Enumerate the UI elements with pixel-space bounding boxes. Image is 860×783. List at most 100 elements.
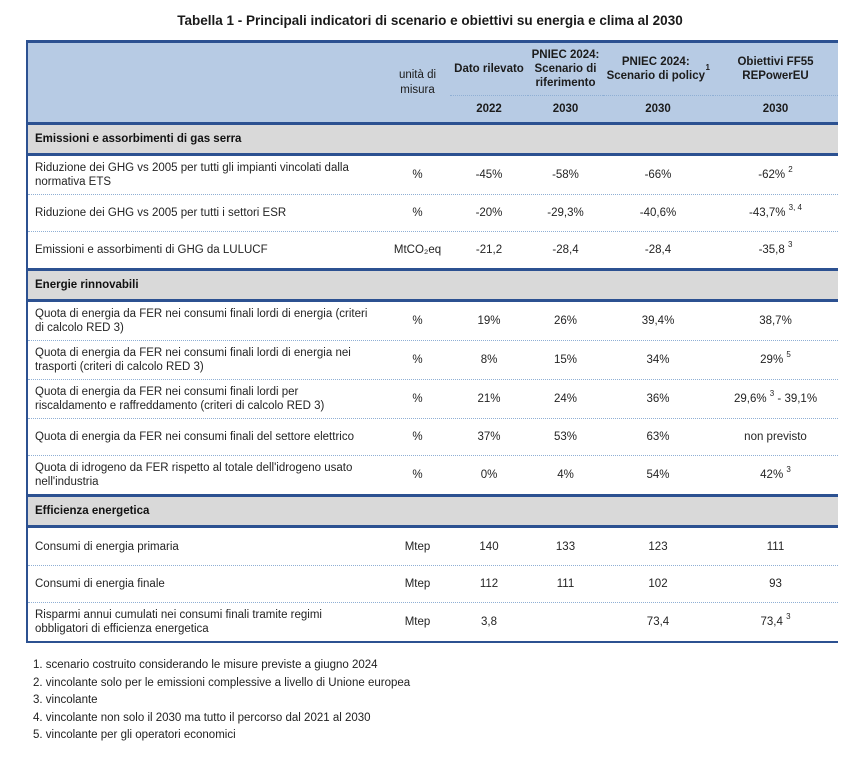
cell-value-1: 140 bbox=[479, 540, 499, 553]
cell-value-4: 38,7% bbox=[759, 315, 792, 327]
footnote: 1. scenario costruito considerando le mi… bbox=[33, 659, 378, 671]
footnotes: 1. scenario costruito considerando le mi… bbox=[33, 657, 860, 745]
section-header: Emissioni e assorbimenti di gas serra bbox=[28, 122, 838, 156]
cell-value-3: 63% bbox=[646, 431, 670, 443]
cell-unit: % bbox=[412, 469, 423, 481]
cell-value-4: -62% 2 bbox=[758, 165, 793, 181]
column-header-4: PNIEC 2024: Scenario di policy 1 bbox=[603, 43, 713, 96]
cell-value-3: 102 bbox=[648, 578, 668, 590]
column-header-5: Obiettivi FF55 REPowerEU bbox=[713, 43, 838, 96]
row-label: Quota di energia da FER nei consumi fina… bbox=[35, 347, 351, 373]
cell-value-2: 53% bbox=[553, 431, 578, 443]
cell-unit: % bbox=[412, 354, 423, 366]
cell-value-4: non previsto bbox=[744, 431, 807, 443]
row-label: Consumi di energia primaria bbox=[35, 540, 179, 553]
table-title: Tabella 1 - Principali indicatori di sce… bbox=[177, 13, 683, 28]
cell-value-3: 39,4% bbox=[641, 315, 675, 327]
table-row: Riduzione dei GHG vs 2005 per tutti gli … bbox=[28, 156, 838, 194]
column-header-2: Dato rilevato bbox=[450, 43, 528, 96]
cell-value-1: 37% bbox=[477, 431, 501, 443]
cell-value-2: 133 bbox=[555, 540, 576, 553]
cell-value-3: -66% bbox=[644, 169, 672, 181]
year-header-4: 2030 bbox=[645, 103, 671, 115]
section-header: Efficienza energetica bbox=[28, 494, 838, 528]
column-header-1: unità di misura bbox=[398, 69, 437, 96]
table-row: Emissioni e assorbimenti di GHG da LULUC… bbox=[28, 231, 838, 268]
section-rows: Riduzione dei GHG vs 2005 per tutti gli … bbox=[28, 156, 838, 268]
cell-value-1: 3,8 bbox=[481, 616, 497, 628]
cell-value-1: -45% bbox=[475, 169, 503, 181]
cell-unit: MtCO₂eq bbox=[393, 244, 442, 256]
row-label: Emissioni e assorbimenti di GHG da LULUC… bbox=[35, 244, 268, 256]
year-header-3: 2030 bbox=[552, 103, 579, 115]
cell-value-2: -58% bbox=[552, 169, 579, 181]
cell-value-4: 42% 3 bbox=[760, 465, 791, 481]
year-header-2: 2022 bbox=[476, 103, 502, 115]
cell-unit: % bbox=[412, 315, 423, 327]
table-row: Quota di energia da FER nei consumi fina… bbox=[28, 340, 838, 379]
row-label: Quota di energia da FER nei consumi fina… bbox=[35, 308, 368, 334]
cell-value-3: 73,4 bbox=[646, 616, 670, 628]
cell-unit: % bbox=[412, 393, 423, 405]
cell-value-4: 29,6% 3 - 39,1% bbox=[733, 389, 818, 405]
table-row: Riduzione dei GHG vs 2005 per tutti i se… bbox=[28, 194, 838, 231]
row-label: Riduzione dei GHG vs 2005 per tutti gli … bbox=[35, 162, 349, 188]
section-header: Energie rinnovabili bbox=[28, 268, 838, 302]
cell-value-4: 93 bbox=[769, 578, 782, 590]
table-row: Quota di idrogeno da FER rispetto al tot… bbox=[28, 455, 838, 494]
cell-value-3: 34% bbox=[646, 354, 670, 366]
cell-value-3: 54% bbox=[646, 469, 670, 481]
cell-value-2: 26% bbox=[553, 315, 578, 327]
cell-value-3: -28,4 bbox=[644, 244, 672, 256]
cell-value-4: 111 bbox=[766, 540, 785, 553]
table-row: Quota di energia da FER nei consumi fina… bbox=[28, 418, 838, 455]
cell-value-2: 15% bbox=[553, 354, 578, 366]
cell-value-2: 4% bbox=[557, 469, 574, 481]
row-label: Risparmi annui cumulati nei consumi fina… bbox=[35, 609, 322, 635]
cell-unit: Mtep bbox=[404, 616, 431, 628]
section-rows: Consumi di energia primaria Mtep 140 133 123… bbox=[28, 528, 838, 641]
cell-unit: Mtep bbox=[404, 540, 431, 553]
cell-value-1: 19% bbox=[477, 315, 501, 327]
cell-value-2: 24% bbox=[553, 393, 578, 405]
footnote: 4. vincolante non solo il 2030 ma tutto … bbox=[33, 711, 371, 724]
cell-value-3: -40,6% bbox=[639, 207, 677, 219]
table-row: Quota di energia da FER nei consumi fina… bbox=[28, 379, 838, 418]
cell-value-1: 21% bbox=[477, 393, 501, 405]
cell-value-1: 0% bbox=[480, 469, 498, 481]
cell-value-1: -20% bbox=[475, 207, 503, 219]
row-label: Quota di energia da FER nei consumi fina… bbox=[35, 386, 325, 412]
table-header: unità di misura Dato rilevato PNIEC 2024: … bbox=[28, 40, 838, 122]
table-body: Emissioni e assorbimenti di gas serra Rid… bbox=[28, 122, 838, 641]
indicators-table: unità di misura Dato rilevato PNIEC 2024: … bbox=[26, 40, 838, 643]
table-row: Consumi di energia finale Mtep 112 111 102 93 bbox=[28, 565, 838, 602]
cell-unit: % bbox=[412, 431, 423, 443]
cell-unit: Mtep bbox=[404, 578, 431, 590]
footnote: 5. vincolante per gli operatori economic… bbox=[33, 729, 236, 741]
cell-value-1: -21,2 bbox=[475, 244, 503, 256]
cell-value-3: 36% bbox=[646, 393, 670, 405]
row-label: Quota di idrogeno da FER rispetto al tot… bbox=[35, 462, 353, 488]
cell-value-4: -43,7% 3, 4 bbox=[749, 203, 802, 219]
cell-value-2: -29,3% bbox=[547, 207, 584, 219]
column-header-3: PNIEC 2024: Scenario di riferimento bbox=[528, 43, 603, 96]
cell-value-2 bbox=[528, 620, 603, 624]
cell-value-4: -35,8 3 bbox=[758, 240, 793, 256]
cell-value-4: 73,4 3 bbox=[760, 612, 791, 628]
corner-header bbox=[28, 43, 385, 122]
cell-value-2: 111 bbox=[556, 578, 575, 590]
cell-value-1: 112 bbox=[479, 578, 499, 590]
document-page: Tabella 1 - Principali indicatori di sce… bbox=[0, 13, 860, 783]
cell-value-3: 123 bbox=[648, 540, 668, 553]
table-row: Consumi di energia primaria Mtep 140 133 123… bbox=[28, 528, 838, 565]
cell-unit: % bbox=[412, 169, 423, 181]
row-label: Riduzione dei GHG vs 2005 per tutti i se… bbox=[35, 207, 287, 219]
table-row: Quota di energia da FER nei consumi fina… bbox=[28, 302, 838, 340]
cell-value-2: -28,4 bbox=[552, 244, 579, 256]
footnote: 2. vincolante solo per le emissioni comp… bbox=[33, 676, 411, 689]
table-row: Risparmi annui cumulati nei consumi fina… bbox=[28, 602, 838, 641]
row-label: Quota di energia da FER nei consumi fina… bbox=[35, 431, 354, 443]
year-header-5: 2030 bbox=[762, 103, 789, 115]
row-label: Consumi di energia finale bbox=[35, 578, 165, 590]
cell-unit: % bbox=[412, 207, 423, 219]
